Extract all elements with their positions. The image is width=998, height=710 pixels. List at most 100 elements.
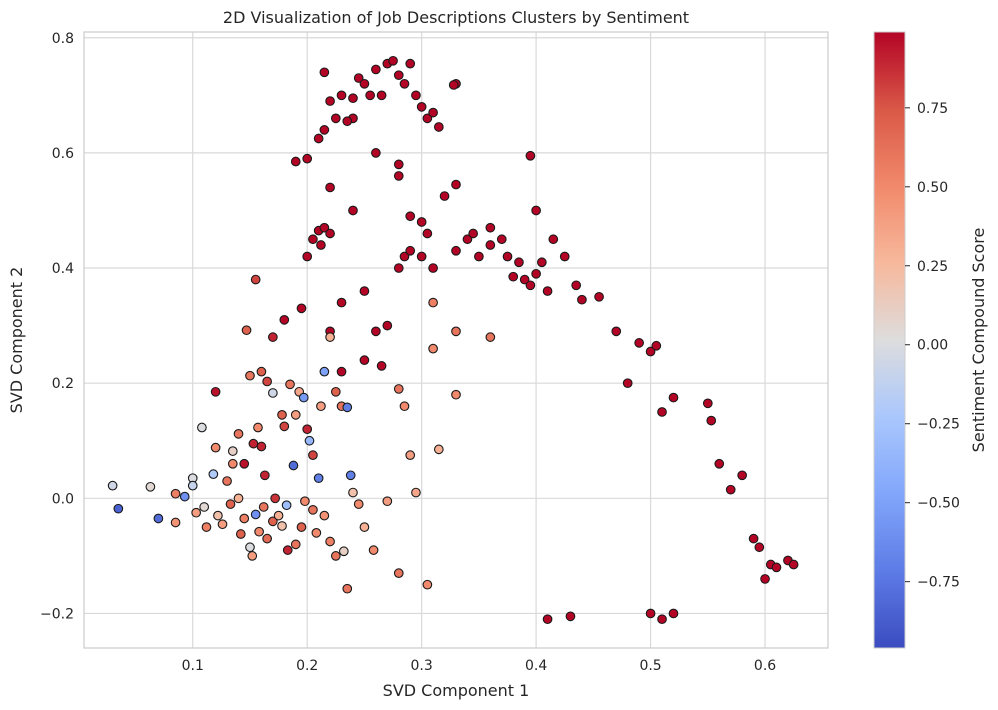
scatter-point [359, 522, 370, 532]
scatter-point [273, 510, 284, 521]
scatter-point [368, 545, 379, 555]
scatter-point [308, 450, 318, 460]
scatter-point [336, 90, 347, 101]
scatter-point [348, 487, 358, 498]
scatter-point [296, 522, 307, 532]
scatter-point [399, 78, 410, 89]
scatter-point [336, 297, 347, 308]
scatter-point [256, 366, 267, 377]
scatter-point [788, 559, 799, 570]
scatter-point [227, 446, 238, 456]
scatter-point [233, 493, 244, 504]
scatter-point [433, 444, 444, 455]
scatter-point [316, 401, 326, 412]
scatter-point [170, 488, 181, 499]
scatter-point [485, 222, 496, 233]
x-tick-label: 0.6 [754, 658, 776, 674]
scatter-point [247, 551, 258, 561]
scatter-point [388, 55, 398, 66]
grid-lines [84, 32, 828, 648]
scatter-point [217, 519, 228, 530]
scatter-point [536, 257, 547, 268]
scatter-point [737, 470, 748, 481]
colorbar-label: Sentiment Compound Score [969, 228, 988, 453]
scatter-point [201, 522, 212, 532]
scatter-point [281, 500, 292, 511]
scatter-point [393, 568, 404, 579]
scatter-point [268, 332, 278, 342]
scatter-point [302, 153, 313, 164]
scatter-point [531, 268, 541, 279]
scatter-point [330, 551, 341, 561]
scatter-point [210, 442, 221, 453]
scatter-point [359, 355, 370, 366]
scatter-point [359, 286, 370, 296]
colorbar-ticks: −0.75 −0.50 −0.25 0.00 0.25 0.50 0.75 [905, 101, 960, 591]
scatter-point [405, 245, 416, 256]
scatter-point [754, 542, 765, 553]
scatter-point [365, 90, 376, 101]
scatter-point [451, 326, 461, 337]
x-tick-label: 0.4 [525, 658, 547, 674]
y-tick-label: 0.6 [52, 146, 74, 162]
scatter-point [288, 460, 299, 471]
plot-frame [83, 31, 829, 649]
scatter-point [393, 384, 404, 394]
scatter-point [225, 499, 236, 509]
scatter-point [519, 274, 530, 285]
scatter-point [645, 608, 656, 619]
y-tick-label: 0.8 [52, 31, 74, 47]
scatter-point [393, 159, 404, 170]
scatter-point [468, 228, 479, 239]
scatter-point [191, 507, 202, 518]
scatter-point [422, 113, 433, 124]
scatter-point [145, 481, 156, 492]
scatter-point [308, 504, 318, 515]
scatter-point [760, 574, 770, 584]
scatter-point [348, 93, 358, 104]
scatter-point [245, 542, 255, 553]
scatter-point [302, 424, 313, 435]
scatter-point [382, 320, 393, 331]
scatter-point [308, 234, 318, 245]
scatter-point [371, 148, 381, 158]
scatter-point [302, 251, 313, 262]
scatter-point [485, 240, 496, 250]
scatter-point [428, 263, 438, 273]
scatter-point [433, 122, 444, 132]
scatter-point [179, 491, 190, 502]
scatter-point [313, 473, 324, 484]
scatter-point [325, 182, 335, 193]
scatter-point [113, 503, 124, 514]
scatter-point [428, 107, 438, 118]
scatter-point [771, 562, 782, 573]
scatter-point [399, 251, 410, 262]
scatter-point [319, 366, 330, 377]
y-axis-ticks: −0.2 0.0 0.2 0.4 0.6 0.8 [40, 31, 74, 623]
scatter-point [311, 528, 322, 538]
scatter-point [336, 366, 347, 377]
scatter-point [405, 211, 416, 222]
scatter-point [702, 398, 713, 409]
scatter-point [748, 533, 759, 544]
scatter-point [577, 294, 587, 305]
scatter-point [448, 80, 459, 90]
scatter-point [304, 435, 315, 446]
scatter-point [348, 205, 358, 216]
scatter-point [208, 469, 219, 479]
scatter-point [235, 529, 246, 539]
scatter-point [245, 370, 255, 381]
scatter-point [353, 73, 364, 83]
scatter-point [338, 546, 349, 557]
scatter-point [657, 614, 667, 625]
colorbar-tick-label: 0.50 [917, 180, 948, 196]
scatter-point [262, 376, 272, 387]
y-tick-label: −0.2 [40, 606, 74, 622]
scatter-point [428, 297, 438, 308]
scatter-point [411, 487, 421, 498]
y-tick-label: 0.2 [52, 376, 74, 392]
scatter-point [279, 315, 290, 325]
scatter-point [714, 458, 725, 469]
x-axis-label: SVD Component 1 [383, 681, 530, 700]
